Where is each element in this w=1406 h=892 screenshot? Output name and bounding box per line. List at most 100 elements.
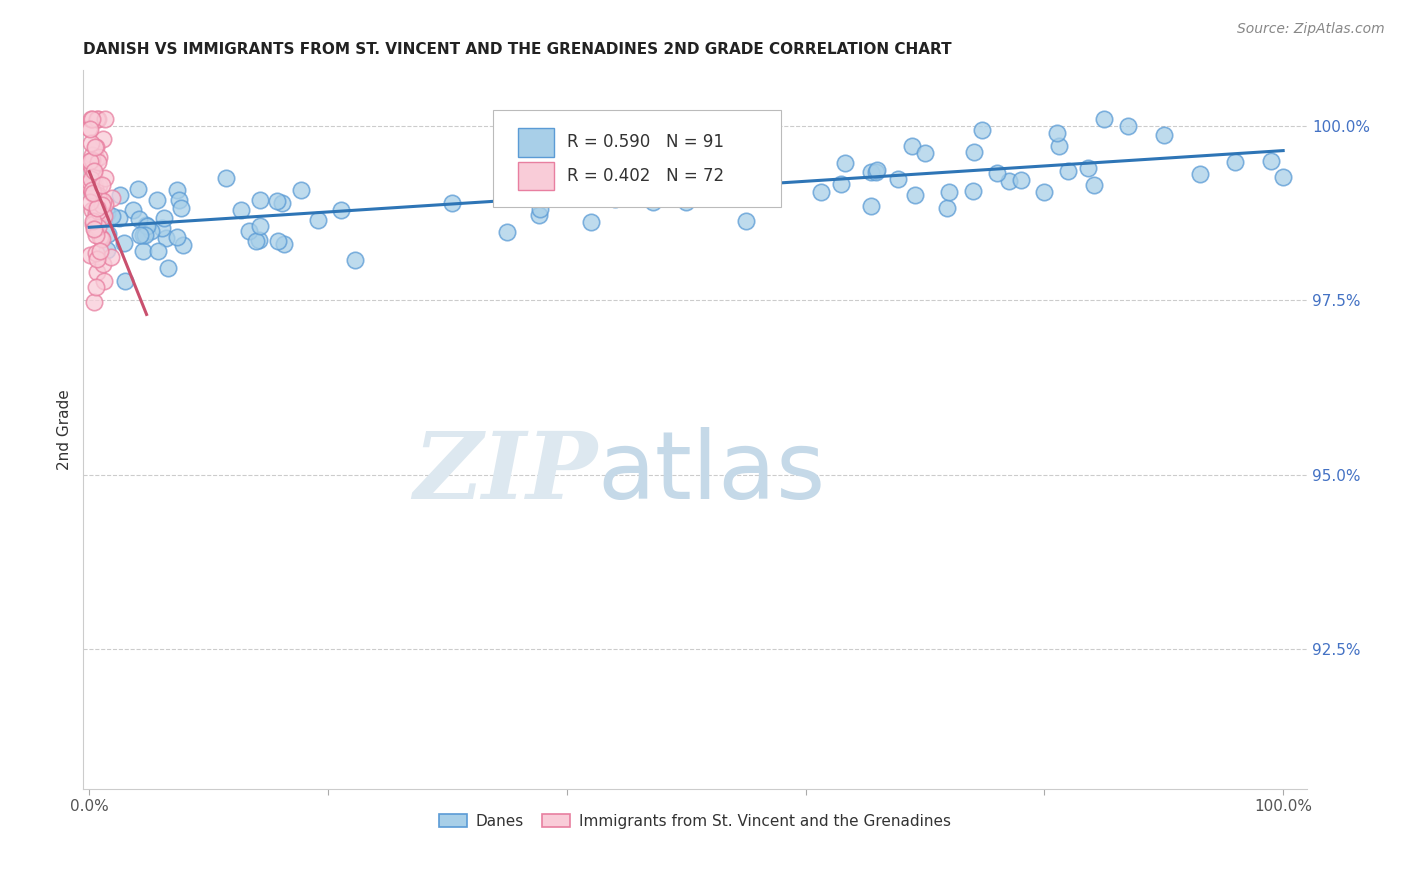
Point [91,207,114,221]
Point [100,250,122,264]
Point [859,199,882,213]
Point [93,274,115,288]
Point [249,219,271,233]
Point [94,112,117,127]
Point [80,148,103,162]
Point [80,202,103,217]
Text: R = 0.402   N = 72: R = 0.402 N = 72 [567,167,724,185]
Point [84,140,107,154]
Point [82,186,104,200]
Point [79,180,101,194]
Point [756,167,779,181]
Point [93,197,115,211]
Point [901,139,924,153]
Point [80,162,103,177]
Point [96,206,118,220]
Point [79,194,101,209]
Point [343,253,366,268]
Point [860,165,883,179]
Point [89,230,111,244]
Point [172,238,194,252]
Point [1153,128,1175,142]
Point [245,234,267,248]
Point [91,197,114,211]
Point [1092,112,1115,127]
Point [127,182,149,196]
Point [84,206,107,220]
Point [90,204,112,219]
Point [80,172,103,186]
Point [935,202,957,216]
Point [865,165,887,179]
Legend: Danes, Immigrants from St. Vincent and the Grenadines: Danes, Immigrants from St. Vincent and t… [433,807,957,835]
Point [643,194,665,209]
Point [962,184,984,198]
Point [100,191,122,205]
Point [129,227,152,242]
Point [273,236,295,251]
Point [82,214,104,228]
Text: R = 0.590   N = 91: R = 0.590 N = 91 [567,133,724,152]
Point [86,252,108,267]
Point [87,112,110,127]
Point [80,181,103,195]
Point [90,199,112,213]
Point [914,145,936,160]
Point [79,154,101,169]
Point [82,186,104,200]
Point [141,224,163,238]
Point [79,112,101,127]
Point [866,163,889,178]
Point [132,227,155,242]
Point [79,175,101,189]
Point [79,121,101,136]
Point [87,155,110,169]
Point [83,153,105,167]
Point [87,178,110,192]
Point [1046,126,1069,140]
Point [307,213,329,227]
Point [83,222,105,236]
Text: DANISH VS IMMIGRANTS FROM ST. VINCENT AND THE GRENADINES 2ND GRADE CORRELATION C: DANISH VS IMMIGRANTS FROM ST. VINCENT AN… [83,42,952,57]
Point [89,244,111,259]
Point [153,211,176,226]
Point [128,211,150,226]
Text: ZIP: ZIP [413,427,598,517]
Point [1260,153,1282,168]
Point [82,183,104,197]
Point [101,209,124,223]
Point [108,211,131,225]
Text: atlas: atlas [598,426,825,518]
Point [986,166,1008,180]
Point [91,232,114,246]
Point [1116,120,1139,134]
Point [97,227,120,242]
Point [527,208,550,222]
Point [83,140,105,154]
Point [122,203,145,218]
Point [83,223,105,237]
Point [267,234,290,248]
FancyBboxPatch shape [494,110,780,207]
Point [249,193,271,207]
Point [166,183,188,197]
Point [134,228,156,243]
Point [83,176,105,190]
Point [86,220,108,235]
Point [1188,167,1211,181]
Point [91,178,114,192]
Point [524,181,547,195]
Point [270,196,292,211]
Point [166,230,188,244]
Point [1077,161,1099,175]
Point [90,231,112,245]
Point [132,244,155,258]
Point [136,219,159,233]
Point [80,153,103,168]
Point [79,122,101,136]
Point [114,274,136,288]
Text: Source: ZipAtlas.com: Source: ZipAtlas.com [1237,22,1385,37]
Point [496,225,519,239]
Y-axis label: 2nd Grade: 2nd Grade [58,389,72,470]
Point [79,248,101,262]
